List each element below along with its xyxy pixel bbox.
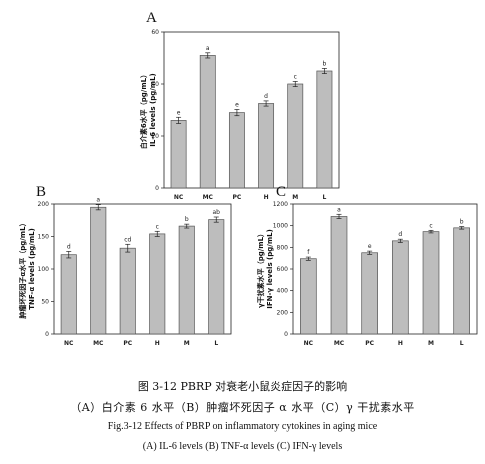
significance-label-c: d bbox=[398, 231, 402, 238]
bar-b-nc bbox=[60, 254, 77, 335]
bar-b-l bbox=[208, 219, 225, 335]
x-tick-label-b: L bbox=[214, 340, 218, 347]
x-tick-label-c: MC bbox=[334, 340, 345, 347]
y-axis-label-cn-c: γ干扰素水平（pg/mL） bbox=[256, 230, 265, 308]
significance-label-a: d bbox=[264, 93, 268, 100]
x-tick-label-c: M bbox=[428, 340, 434, 347]
y-tick-label-b: 150 bbox=[38, 234, 50, 241]
chart-panel-b: B 0 50 100 150 200 d NC a MC cd PC c Hb Mab L 肿瘤坏死因子α水平（… bbox=[18, 184, 232, 347]
significance-label-c: c bbox=[429, 222, 432, 229]
significance-label-b: b bbox=[185, 216, 189, 223]
bar-a-nc bbox=[170, 120, 187, 189]
significance-label-b: ab bbox=[213, 209, 221, 216]
caption-panels-en: (A) IL-6 levels (B) TNF-α levels (C) IFN… bbox=[142, 441, 343, 452]
bar-b-h bbox=[149, 233, 166, 335]
y-axis-label-c: γ干扰素水平（pg/mL）IFN-γ levels (pg/mL) bbox=[256, 229, 274, 309]
panel-letter-b: B bbox=[36, 184, 46, 200]
y-tick-label-c: 1000 bbox=[273, 223, 288, 230]
panel-letter-a: A bbox=[146, 10, 157, 26]
significance-label-c: a bbox=[337, 206, 341, 213]
x-tick-label-b: NC bbox=[64, 340, 74, 347]
y-tick-label-b: 0 bbox=[45, 331, 49, 338]
axis-frame-c bbox=[292, 203, 478, 335]
significance-label-b: a bbox=[96, 197, 100, 204]
axis-frame-b bbox=[53, 203, 232, 335]
bar-c-l bbox=[453, 227, 470, 335]
bar-a-m bbox=[287, 83, 304, 189]
y-tick-label-c: 800 bbox=[277, 244, 289, 251]
y-axis-label-en-b: TNF-α levels (pg/mL) bbox=[28, 228, 36, 310]
bar-c-nc bbox=[300, 258, 317, 335]
axis-frame-a bbox=[163, 31, 340, 189]
bar-c-mc bbox=[330, 216, 348, 335]
significance-label-a: e bbox=[177, 109, 181, 116]
significance-label-b: c bbox=[156, 223, 159, 230]
significance-label-c: e bbox=[368, 243, 372, 250]
y-tick-label-c: 600 bbox=[277, 266, 289, 273]
bar-b-m bbox=[178, 225, 195, 335]
x-tick-label-c: L bbox=[460, 340, 464, 347]
y-tick-label-b: 100 bbox=[38, 266, 50, 273]
y-axis-label-en-c: IFN-γ levels (pg/mL) bbox=[266, 229, 274, 309]
x-tick-label-c: H bbox=[398, 340, 403, 347]
bar-a-pc bbox=[228, 112, 245, 189]
chart-panel-c: C 0 200 400 600 800 1000 1200 f NC a MC e PC d Hc Mb Lγ干扰… bbox=[256, 184, 478, 347]
significance-label-a: c bbox=[294, 73, 297, 80]
x-tick-label-b: H bbox=[155, 340, 160, 347]
x-tick-label-c: PC bbox=[365, 340, 374, 347]
x-tick-label-a: PC bbox=[233, 194, 242, 201]
y-tick-label-b: 50 bbox=[41, 299, 49, 306]
y-tick-label-a: 0 bbox=[155, 185, 159, 192]
caption-title-cn: 图 3-12 PBRP 对衰老小鼠炎症因子的影响 bbox=[137, 380, 348, 393]
caption-panels-cn: （A）白介素 6 水平（B）肿瘤坏死因子 α 水平（C）γ 干扰素水平 bbox=[70, 401, 415, 414]
y-tick-label-c: 1200 bbox=[273, 201, 288, 208]
panel-letter-c: C bbox=[276, 184, 286, 200]
y-tick-label-a: 60 bbox=[151, 29, 159, 36]
significance-label-c: f bbox=[307, 249, 310, 256]
bar-b-pc bbox=[119, 247, 136, 335]
x-tick-label-a: L bbox=[323, 194, 327, 201]
x-tick-label-a: H bbox=[264, 194, 269, 201]
y-tick-label-c: 200 bbox=[277, 309, 289, 316]
bar-c-m bbox=[422, 231, 440, 335]
significance-label-a: a bbox=[206, 45, 210, 52]
x-tick-label-a: NC bbox=[174, 194, 184, 201]
y-axis-label-b: 肿瘤坏死因子α水平（pg/mL）TNF-α levels (pg/mL) bbox=[18, 219, 36, 319]
x-tick-label-b: MC bbox=[93, 340, 104, 347]
bar-c-pc bbox=[361, 252, 378, 335]
chart-panel-a: A 0 20 40 60 e NC a MC e PC d Hc Mb L 白介素6水平（pg/mL）IL-6… bbox=[139, 10, 340, 201]
y-axis-label-cn-b: 肿瘤坏死因子α水平（pg/mL） bbox=[18, 219, 27, 319]
figure: A0204060eNCaMCePCdHcMbL白介素6水平（pg/mL）IL-6… bbox=[18, 10, 478, 347]
significance-label-a: e bbox=[235, 101, 239, 108]
significance-label-a: b bbox=[323, 60, 327, 67]
y-tick-label-a: 40 bbox=[151, 81, 159, 88]
bar-c-h bbox=[392, 240, 409, 335]
x-tick-label-b: M bbox=[184, 340, 190, 347]
x-tick-label-a: MC bbox=[203, 194, 214, 201]
bar-b-mc bbox=[90, 206, 107, 335]
caption-title-en: Fig.3-12 Effects of PBRP on inflammatory… bbox=[107, 421, 378, 432]
y-axis-label-a: 白介素6水平（pg/mL）IL-6 levels (pg/mL) bbox=[139, 71, 157, 149]
y-axis-label-en-a: IL-6 levels (pg/mL) bbox=[149, 73, 157, 146]
significance-label-c: b bbox=[460, 219, 464, 226]
x-tick-label-c: NC bbox=[304, 340, 314, 347]
y-tick-label-c: 400 bbox=[277, 288, 289, 295]
bar-a-mc bbox=[199, 55, 216, 189]
y-tick-label-a: 20 bbox=[151, 133, 159, 140]
significance-label-b: cd bbox=[124, 236, 131, 243]
x-tick-label-a: M bbox=[292, 194, 298, 201]
bar-a-l bbox=[316, 70, 333, 189]
bar-a-h bbox=[258, 103, 275, 189]
significance-label-b: d bbox=[67, 243, 71, 250]
y-tick-label-b: 200 bbox=[38, 201, 50, 208]
x-tick-label-b: PC bbox=[123, 340, 132, 347]
y-tick-label-c: 0 bbox=[284, 331, 288, 338]
y-axis-label-cn-a: 白介素6水平（pg/mL） bbox=[139, 71, 148, 149]
